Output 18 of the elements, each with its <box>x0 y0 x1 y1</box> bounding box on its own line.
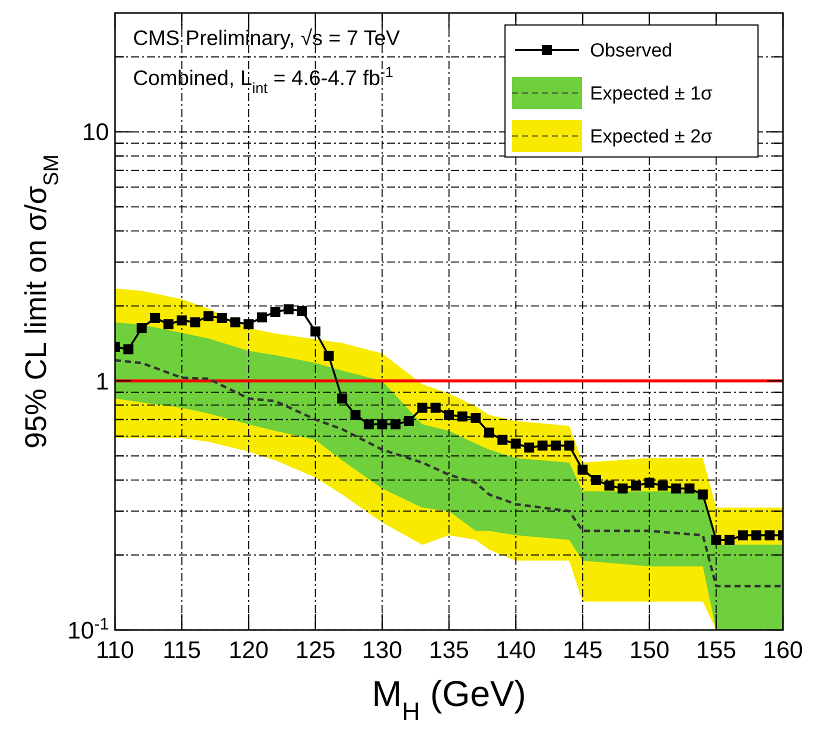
y-tick-label: 1 <box>96 368 109 396</box>
x-tick-label: 120 <box>228 637 269 664</box>
legend-label: Expected ± 1σ <box>590 84 713 105</box>
x-axis-title: M$_{H}$ (GeV) <box>372 673 526 726</box>
y-tick-label: 10 <box>82 119 109 146</box>
x-tick-label: 115 <box>162 637 201 664</box>
x-tick-label: 160 <box>762 637 804 664</box>
legend-label: Expected ± 2σ <box>590 126 713 148</box>
x-tick-label: 135 <box>428 637 470 664</box>
x-tick-label: 145 <box>562 637 603 664</box>
x-tick-label: 125 <box>295 637 336 664</box>
x-tick-label: 155 <box>696 637 736 664</box>
x-tick-label: 150 <box>629 637 670 664</box>
legend-label: Observed <box>590 40 672 62</box>
annotation: CMS Preliminary, √s = 7 TeV <box>133 27 400 50</box>
annotation: Combined, L$_{int}$ = 4.6-4.7 fb$^{-1}$ <box>133 65 394 97</box>
x-tick-label: 140 <box>496 637 536 664</box>
x-tick-label: 130 <box>362 637 402 664</box>
